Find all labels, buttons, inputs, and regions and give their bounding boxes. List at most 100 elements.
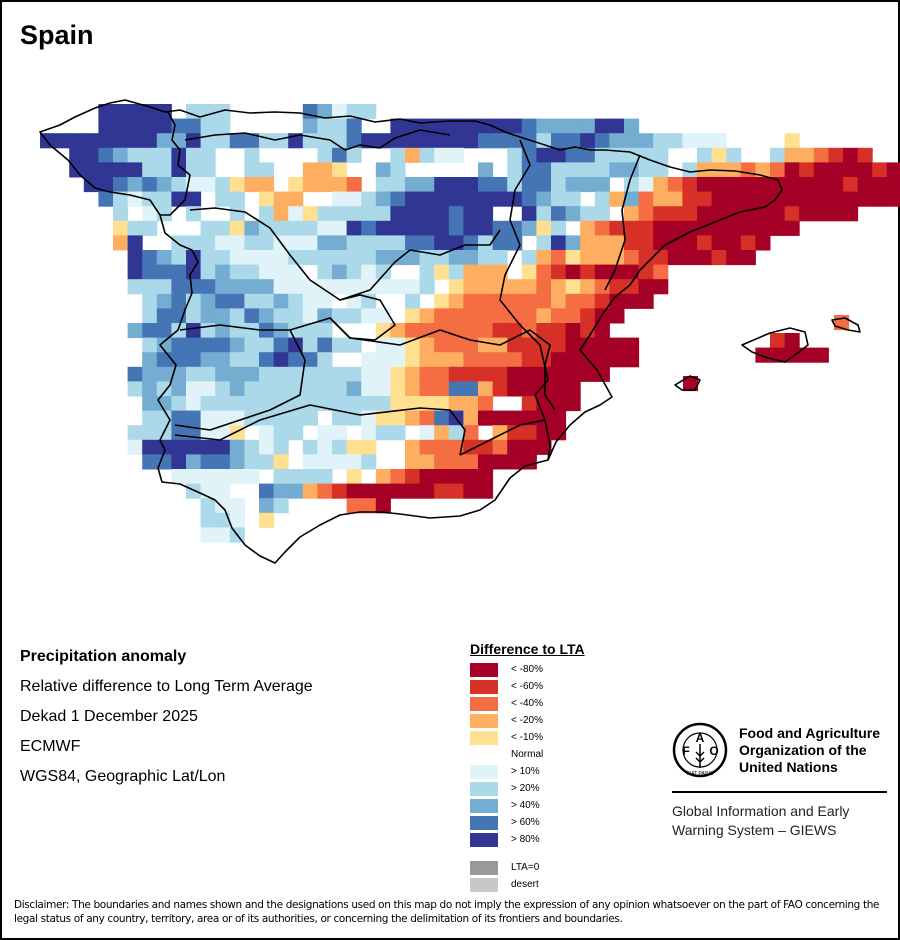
grid-cell [448, 337, 464, 353]
grid-cell [346, 366, 362, 382]
grid-cell [682, 220, 698, 236]
grid-cell [405, 396, 421, 412]
grid-cell [726, 162, 742, 178]
grid-cell [142, 410, 158, 426]
grid-cell [478, 483, 494, 499]
grid-cell [215, 220, 231, 236]
legend-swatch [470, 815, 498, 830]
grid-cell [375, 469, 391, 485]
grid-cell [507, 454, 523, 470]
grid-cell [361, 206, 377, 222]
grid-cell [463, 469, 479, 485]
grid-cell [405, 250, 421, 266]
grid-cell [463, 118, 479, 134]
grid-cell [229, 206, 245, 222]
anomaly-grid [40, 104, 900, 543]
grid-cell [843, 177, 859, 193]
grid-cell [536, 381, 552, 397]
grid-cell [171, 279, 187, 295]
grid-cell [346, 235, 362, 251]
grid-cell [127, 191, 143, 207]
region-border-murcia [459, 419, 546, 456]
grid-cell [259, 133, 275, 149]
grid-cell [156, 118, 172, 134]
info-period: Dekad 1 December 2025 [20, 708, 198, 725]
grid-cell [390, 220, 406, 236]
grid-cell [186, 133, 202, 149]
grid-cell [259, 279, 275, 295]
grid-cell [405, 381, 421, 397]
grid-cell [127, 250, 143, 266]
org-name-line1: Food and Agriculture [739, 725, 881, 741]
grid-cell [142, 250, 158, 266]
grid-cell [229, 366, 245, 382]
grid-cell [638, 191, 654, 207]
grid-cell [288, 293, 304, 309]
grid-cell [229, 469, 245, 485]
grid-cell [726, 235, 742, 251]
grid-cell [142, 439, 158, 455]
grid-cell [492, 279, 508, 295]
grid-cell [434, 425, 450, 441]
grid-cell [171, 264, 187, 280]
grid-cell [171, 454, 187, 470]
grid-cell [478, 250, 494, 266]
grid-cell [317, 133, 333, 149]
grid-cell [799, 206, 815, 222]
grid-cell [624, 177, 640, 193]
grid-cell [273, 469, 289, 485]
grid-cell [624, 352, 640, 368]
grid-cell [565, 279, 581, 295]
grid-cell [507, 162, 523, 178]
legend-swatch [470, 662, 498, 677]
legend-item: < -60% [470, 678, 585, 695]
grid-cell [317, 352, 333, 368]
grid-cell [492, 191, 508, 207]
grid-cell [536, 206, 552, 222]
grid-cell [478, 469, 494, 485]
grid-cell [492, 439, 508, 455]
grid-cell [346, 264, 362, 280]
grid-cell [273, 381, 289, 397]
grid-cell [536, 323, 552, 339]
grid-cell [594, 352, 610, 368]
grid-cell [638, 162, 654, 178]
grid-cell [507, 366, 523, 382]
grid-cell [200, 439, 216, 455]
grid-cell [346, 469, 362, 485]
grid-cell [405, 323, 421, 339]
grid-cell [813, 206, 829, 222]
grid-cell [375, 352, 391, 368]
grid-cell [551, 191, 567, 207]
grid-cell [799, 177, 815, 193]
grid-cell [273, 279, 289, 295]
grid-cell [98, 191, 114, 207]
grid-cell [594, 366, 610, 382]
grid-cell [142, 308, 158, 324]
grid-cell [171, 118, 187, 134]
grid-cell [565, 264, 581, 280]
grid-cell [478, 206, 494, 222]
grid-cell [667, 206, 683, 222]
grid-cell [770, 206, 786, 222]
grid-cell [273, 308, 289, 324]
grid-cell [740, 220, 756, 236]
grid-cell [463, 279, 479, 295]
grid-cell [171, 396, 187, 412]
grid-cell [332, 118, 348, 134]
grid-cell [215, 498, 231, 514]
grid-cell [448, 308, 464, 324]
grid-cell [434, 352, 450, 368]
grid-cell [200, 410, 216, 426]
grid-cell [755, 191, 771, 207]
legend-swatch [470, 730, 498, 745]
grid-cell [521, 293, 537, 309]
legend-label: < -80% [511, 664, 543, 675]
grid-cell [653, 177, 669, 193]
grid-cell [113, 177, 129, 193]
grid-cell [200, 366, 216, 382]
grid-cell [317, 308, 333, 324]
island-cell [683, 376, 699, 392]
grid-cell [215, 337, 231, 353]
grid-cell [317, 337, 333, 353]
